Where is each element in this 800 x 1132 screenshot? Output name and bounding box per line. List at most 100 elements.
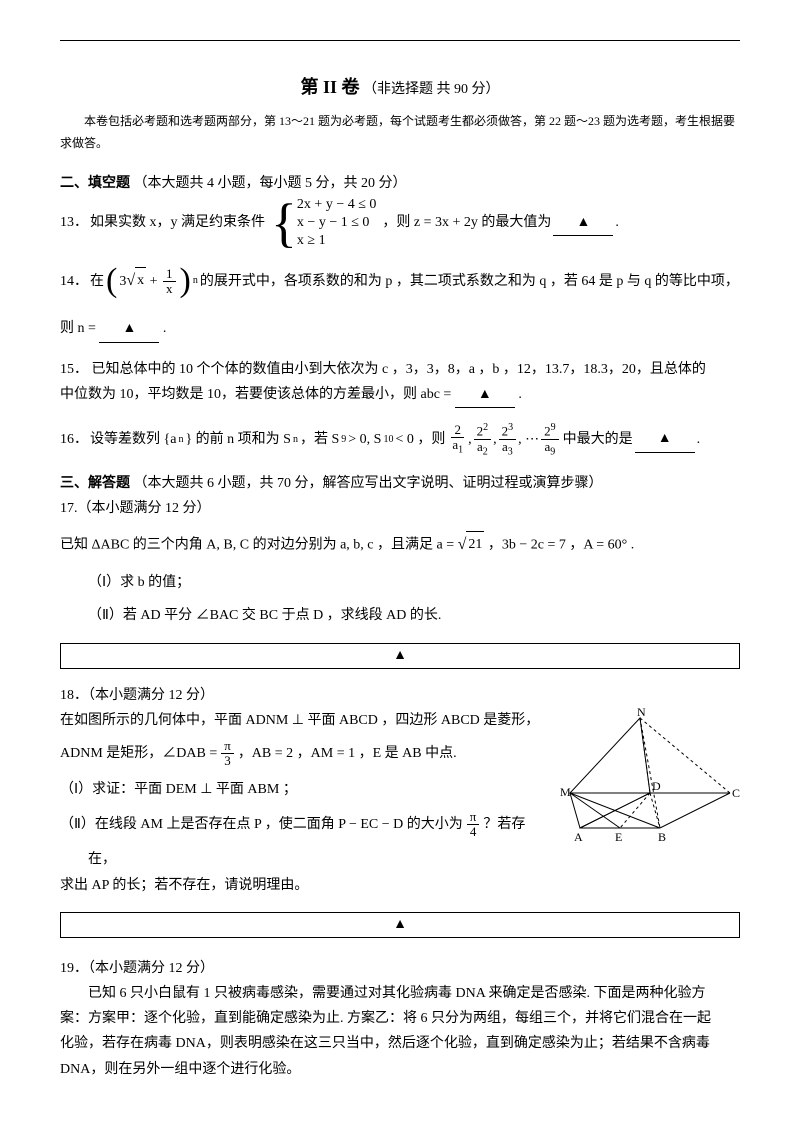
question-19: 19．（本小题满分 12 分） 已知 6 只小白鼠有 1 只被病毒感染，需要通过…: [60, 956, 740, 1082]
q13-post: ，则 z = 3x + 2y 的最大值为: [382, 210, 551, 235]
q16-mid1: } 的前 n 项和为 S: [185, 427, 291, 452]
q15-l1: 已知总体中的 10 个个体的数值由小到大依次为 c ，3，3，8，a ，b ，1…: [92, 362, 706, 377]
q19-l1: 已知 6 只小白鼠有 1 只被病毒感染，需要通过对其化验病毒 DNA 来确定是否…: [60, 981, 740, 1006]
q19-pts: （本小题满分 12 分）: [88, 961, 214, 976]
label-E: E: [615, 830, 622, 844]
q16-pre: 设等差数列 {a: [90, 427, 176, 452]
q19-l4: DNA，则在另外一组中逐个进行化验。: [60, 1057, 740, 1082]
q17-l1b: ，3b − 2c = 7 ，A = 60° .: [488, 538, 634, 553]
q19-l2: 案：方案甲：逐个化验，直到能确定感染为止. 方案乙：将 6 只分为两组，每组三个…: [60, 1006, 740, 1031]
question-14: 14． 在 ( 3√x + 1x ) n 的展开式中，各项系数的和为 p ，其二…: [60, 264, 740, 342]
sqrt-icon-2: √21: [458, 531, 485, 560]
question-15: 15． 已知总体中的 10 个个体的数值由小到大依次为 c ，3，3，8，a ，…: [60, 357, 740, 408]
q14-sqrt-arg: x: [135, 267, 146, 293]
q18-pi2: π: [467, 810, 480, 825]
label-D: D: [652, 779, 661, 793]
q18-l2a: ADNM 是矩形，∠DAB =: [60, 741, 217, 766]
q18-pts: （本小题满分 12 分）: [88, 688, 214, 703]
q15-blank: ▲: [455, 382, 515, 408]
q17-pts: （本小题满分 12 分）: [78, 501, 211, 516]
sqrt-icon: √x: [126, 267, 146, 296]
q15-tail: .: [518, 387, 522, 402]
q14-blank: ▲: [99, 316, 159, 342]
q14-then: 则 n =: [60, 321, 99, 336]
q18-pi: π: [221, 739, 234, 754]
q15-l2: 中位数为 10，平均数是 10，若要使该总体的方差最小，则 abc =: [60, 387, 455, 402]
q17-p2: （Ⅱ）若 AD 平分 ∠BAC 交 BC 于点 D ，求线段 AD 的长.: [60, 603, 740, 628]
q14-exp: n: [193, 272, 198, 290]
q18-l2b: ，AB = 2 ，AM = 1 ，E 是 AB 中点.: [238, 741, 457, 766]
label-A: A: [574, 830, 583, 844]
f2e: 2: [483, 422, 488, 433]
section-2-header: 二、填空题 （本大题共 4 小题，每小题 5 分，共 20 分）: [60, 171, 740, 196]
question-18: 18．（本小题满分 12 分） 在如图所示的几何体中，平面 ADNM ⊥ 平面 …: [60, 683, 740, 898]
q17-answer-box: ▲: [60, 643, 740, 669]
question-17: 17.（本小题满分 12 分） 已知 ΔABC 的三个内角 A, B, C 的对…: [60, 496, 740, 628]
label-C: C: [732, 786, 740, 800]
q18-three: 3: [221, 754, 234, 768]
q14-coef: 3: [119, 274, 126, 289]
q14-number: 14．: [60, 269, 88, 294]
q18-p2a: （Ⅱ）在线段 AM 上是否存在点 P ，使二面角 P − EC − D 的大小为: [60, 812, 463, 837]
q18-l3: 求出 AP 的长；若不存在，请说明理由。: [60, 873, 740, 898]
q14-marker: ▲: [122, 321, 136, 336]
q16-marker: ▲: [658, 431, 672, 446]
lparen-icon: (: [106, 264, 117, 298]
title-block: 第 II 卷 （非选择题 共 90 分）: [60, 71, 740, 103]
q18-p2b: ？若存: [483, 812, 525, 837]
question-16: 16． 设等差数列 {an } 的前 n 项和为 Sn ，若 S9 > 0, S…: [60, 422, 740, 457]
q17-number: 17.: [60, 501, 78, 516]
q17-sqrt: 21: [466, 531, 484, 557]
intro-text: 本卷包括必考题和选考题两部分，第 13～21 题为必考题，每个试题考生都必须做答…: [60, 111, 740, 154]
q18-p1: （Ⅰ）求证：平面 DEM ⊥ 平面 ABM ；: [60, 777, 550, 802]
q16-blank: ▲: [635, 426, 695, 452]
q14-pre: 在: [90, 269, 104, 294]
brace-icon: {: [271, 196, 297, 250]
q18-number: 18．: [60, 688, 88, 703]
main-title: 第 II 卷: [300, 77, 359, 97]
q17-p1: （Ⅰ）求 b 的值；: [60, 570, 740, 595]
q13-blank: ▲: [553, 210, 613, 236]
section-2-title: 二、填空题: [60, 176, 130, 191]
q18-p2c: 在，: [60, 847, 550, 872]
q19-l3: 化验，若存在病毒 DNA，则表明感染在这三只当中，然后逐个化验，直到确定感染为止…: [60, 1031, 740, 1056]
q16-mid2: ，若 S: [300, 427, 339, 452]
q13-tail: .: [615, 210, 619, 235]
q14-expr: ( 3√x + 1x ): [106, 264, 191, 298]
subtitle: （非选择题 共 90 分）: [363, 82, 500, 97]
q18-frac1: π3: [221, 739, 234, 769]
f4e: 9: [551, 422, 556, 433]
q14-plus: +: [146, 274, 161, 289]
q18-l1: 在如图所示的几何体中，平面 ADNM ⊥ 平面 ABCD ，四边形 ABCD 是…: [60, 708, 550, 733]
q18-frac2: π4: [467, 810, 480, 840]
q13-c1: 2x + y − 4 ≤ 0: [297, 196, 376, 214]
q19-number: 19．: [60, 961, 88, 976]
q15-marker: ▲: [478, 387, 492, 402]
rparen-icon: ): [180, 264, 191, 298]
q16-s9: 9: [341, 431, 346, 449]
q16-gt: > 0, S: [348, 427, 381, 452]
q18-tri: ▲: [393, 917, 407, 932]
q13-system: { 2x + y − 4 ≤ 0 x − y − 1 ≤ 0 x ≥ 1: [271, 196, 376, 251]
q14-mid: 的展开式中，各项系数的和为 p ，其二项式系数之和为 q ，若 64 是 p 与…: [200, 269, 739, 294]
q16-lt: < 0 ，则: [395, 427, 445, 452]
q14-frac-num: 1: [163, 267, 176, 282]
q16-sub-n: n: [178, 431, 183, 449]
q14-frac-den: x: [163, 282, 176, 296]
q17-l1a: 已知 ΔABC 的三个内角 A, B, C 的对边分别为 a, b, c ，且满…: [60, 538, 458, 553]
q16-number: 16．: [60, 427, 88, 452]
page-top-rule: [60, 40, 740, 41]
q13-c2: x − y − 1 ≤ 0: [297, 214, 376, 232]
q16-seq-label: 中最大的是: [563, 427, 633, 452]
f3e: 3: [508, 422, 513, 433]
q16-tail: .: [697, 427, 701, 452]
label-N: N: [637, 708, 646, 719]
q13-number: 13．: [60, 210, 88, 235]
section-3-title: 三、解答题: [60, 476, 130, 491]
f1s: 1: [458, 445, 463, 456]
q16-s10: 10: [383, 431, 393, 449]
q18-answer-box: ▲: [60, 912, 740, 938]
question-13: 13． 如果实数 x，y 满足约束条件 { 2x + y − 4 ≤ 0 x −…: [60, 196, 740, 251]
f2s: 2: [483, 446, 488, 457]
label-M: M: [560, 785, 571, 799]
